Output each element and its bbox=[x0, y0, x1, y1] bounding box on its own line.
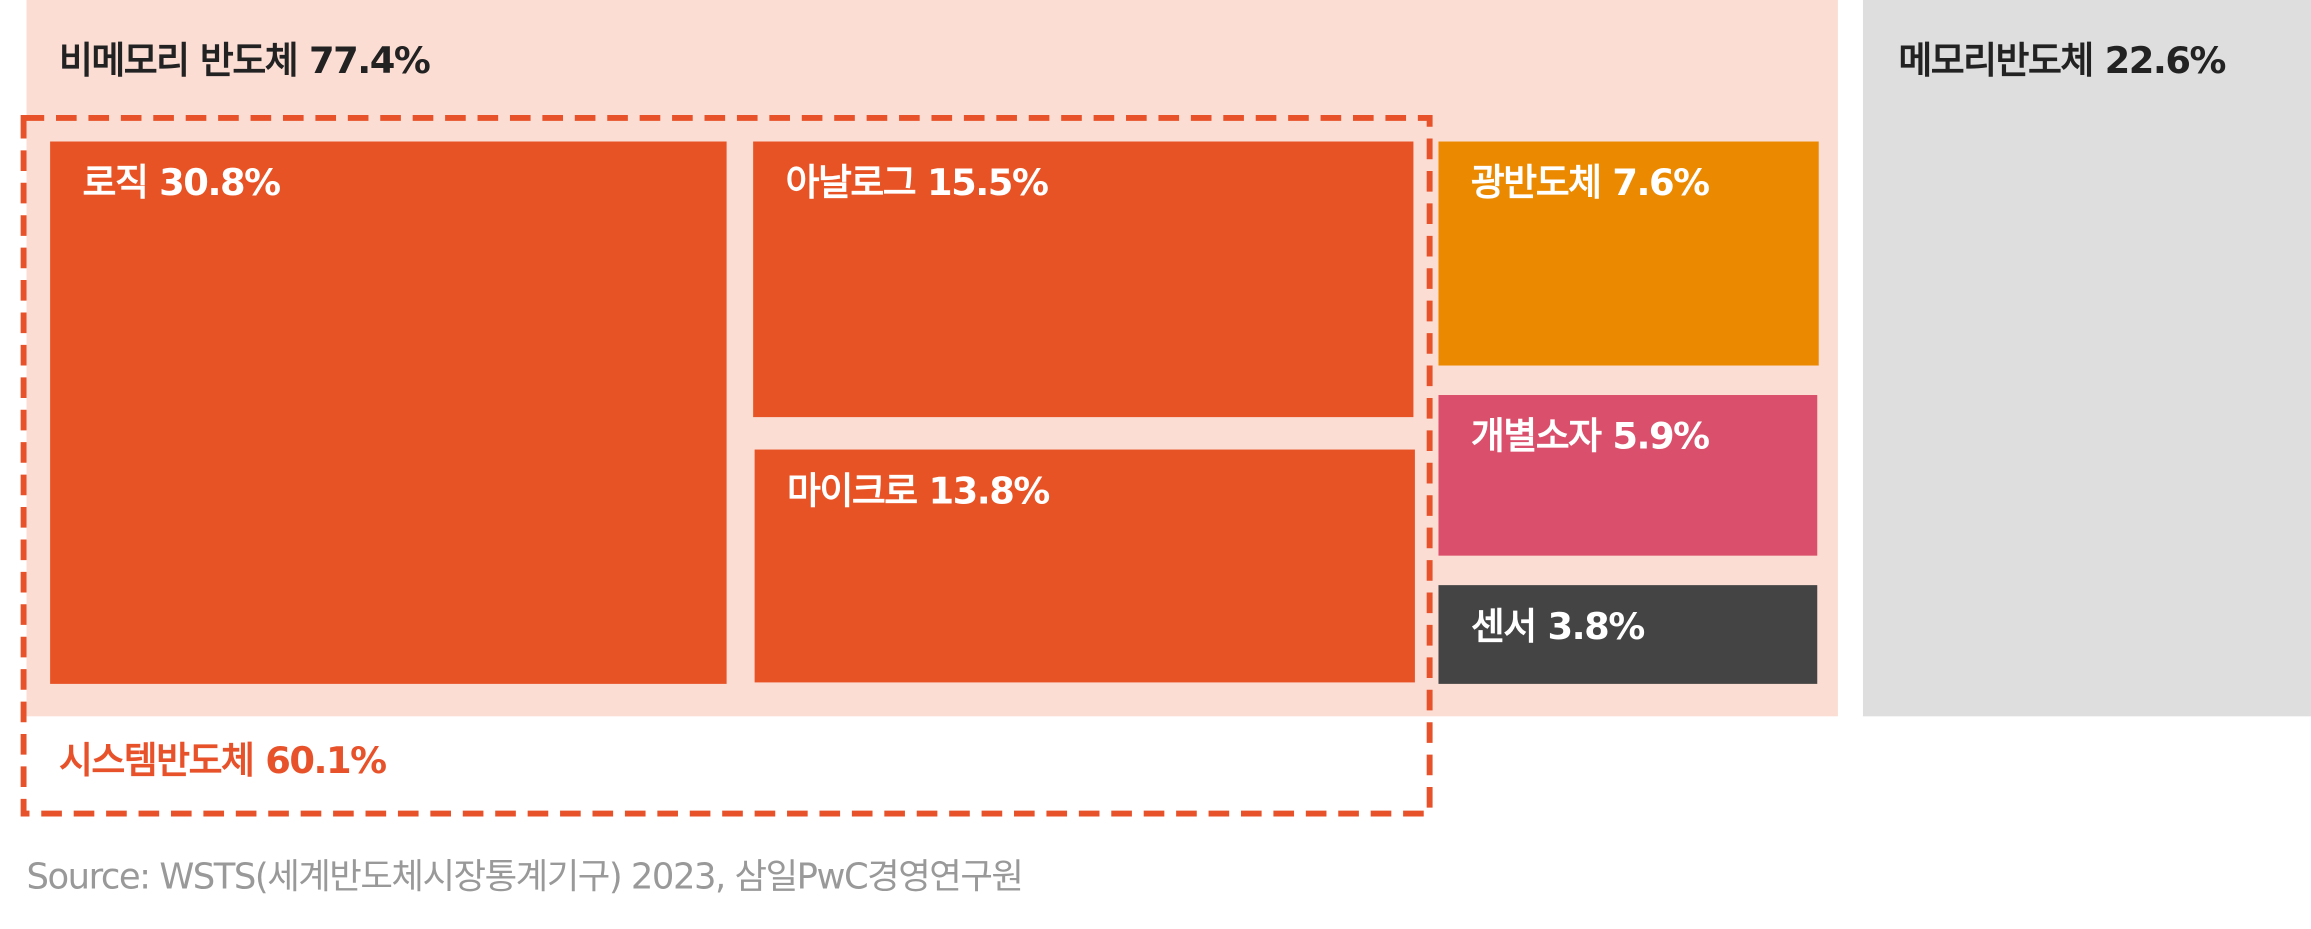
group-label-name: 메모리반도체 bbox=[1898, 38, 2092, 81]
item-block bbox=[1438, 585, 1818, 684]
item-label-name: 센서 bbox=[1471, 604, 1536, 647]
item-label-value: 13.8% bbox=[928, 469, 1049, 512]
item-block bbox=[754, 449, 1415, 683]
item-label-value: 7.6% bbox=[1612, 161, 1709, 204]
item-label-name: 아날로그 bbox=[786, 161, 916, 204]
item-block bbox=[753, 141, 1414, 418]
item-label-value: 15.5% bbox=[927, 161, 1048, 204]
item-label-name: 마이크로 bbox=[787, 469, 917, 512]
source-note: Source: WSTS(세계반도체시장통계기구) 2023, 삼일PwC경영연… bbox=[27, 856, 1023, 897]
item-label: 센서 3.8% bbox=[1471, 604, 1644, 647]
item-label: 로직 30.8% bbox=[83, 161, 281, 204]
item-label-name: 개별소자 bbox=[1471, 414, 1602, 457]
item-block bbox=[1438, 141, 1819, 366]
item-label-value: 5.9% bbox=[1612, 414, 1709, 457]
item-label-value: 3.8% bbox=[1548, 604, 1645, 647]
group-label-value: 22.6% bbox=[2105, 38, 2226, 81]
item-block bbox=[1438, 395, 1818, 556]
group-label: 메모리반도체 22.6% bbox=[1898, 38, 2225, 81]
item-label: 아날로그 15.5% bbox=[786, 161, 1048, 204]
subgroup-label-value: 60.1% bbox=[265, 738, 386, 781]
subgroup-outline bbox=[20, 114, 1433, 817]
item-label-name: 로직 bbox=[83, 161, 148, 204]
subgroup-label: 시스템반도체 60.1% bbox=[59, 738, 386, 781]
item-label-name: 광반도체 bbox=[1471, 161, 1601, 204]
group-label-value: 77.4% bbox=[309, 38, 430, 81]
group-label-name: 비메모리 반도체 bbox=[59, 38, 297, 81]
subgroup-label-name: 시스템반도체 bbox=[59, 738, 253, 781]
item-label: 광반도체 7.6% bbox=[1471, 161, 1709, 204]
group-area bbox=[1862, 0, 2311, 717]
item-label: 마이크로 13.8% bbox=[787, 469, 1049, 512]
group-label: 비메모리 반도체 77.4% bbox=[59, 38, 430, 81]
item-block bbox=[50, 141, 727, 684]
item-label: 개별소자 5.9% bbox=[1471, 414, 1709, 457]
item-label-value: 30.8% bbox=[159, 161, 280, 204]
